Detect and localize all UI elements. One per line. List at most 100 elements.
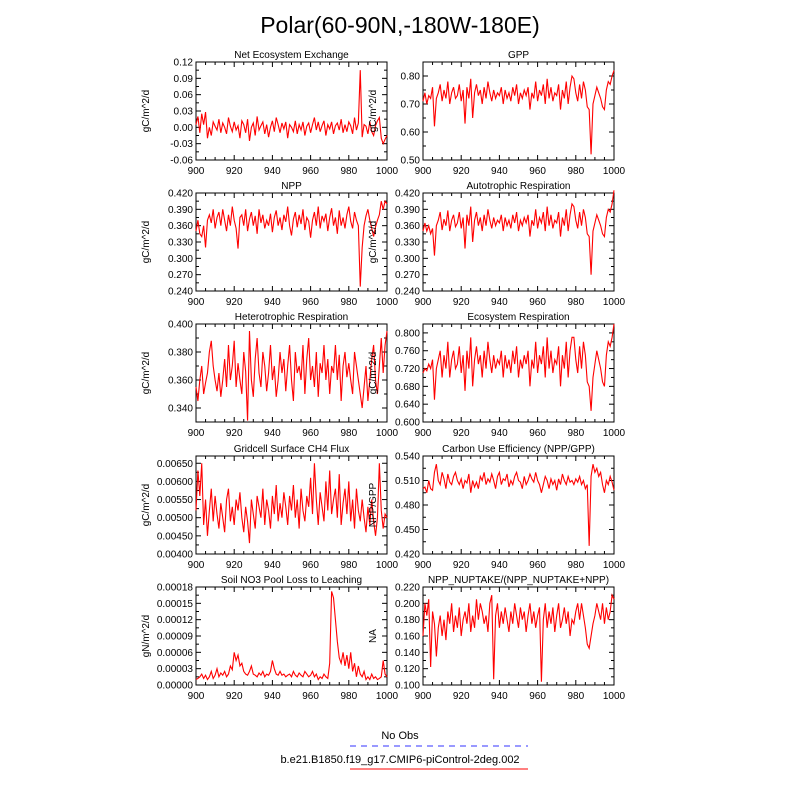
x-tick-label: 980 [340,297,357,308]
y-tick-label: 0.240 [395,287,420,298]
x-tick-label: 920 [453,297,470,308]
y-tick-label: 0.03 [174,107,194,118]
y-axis-label: NA [368,629,379,643]
y-tick-label: 0.50 [401,156,421,167]
y-tick-label: 0.800 [395,328,420,339]
x-axis: 900 920 940 960 980 1000 [188,62,399,177]
series-line [422,464,615,546]
x-tick-label: 980 [340,166,357,177]
y-tick-label: 0.120 [395,664,420,675]
y-tick-label: 0.00400 [157,550,194,561]
y-tick-label: 0.06 [174,90,194,101]
y-tick-label: 0.100 [395,681,420,692]
y-tick-label: 0.420 [168,189,193,200]
y-tick-label: 0.00450 [157,531,194,542]
y-tick-label: 0.00500 [157,513,194,524]
x-tick-label: 960 [529,560,546,571]
y-axis-label: gN/m^2/d [141,615,152,658]
y-tick-label: 0.00009 [157,632,194,643]
y-axis: 0.100 0.120 0.140 0.160 0.180 0.200 0.220 [395,583,614,692]
x-tick-label: 940 [491,166,508,177]
y-tick-label: 0.300 [168,254,193,265]
x-axis: 900 920 940 960 980 1000 [415,456,626,571]
x-tick-label: 900 [415,166,432,177]
x-tick-label: 940 [491,428,508,439]
y-axis: 0.00000 0.00003 0.00006 0.00009 0.00012 0.000… [157,583,387,692]
x-tick-label: 940 [491,691,508,702]
y-tick-label: 0.200 [395,599,420,610]
y-tick-label: 0.270 [395,270,420,281]
x-tick-label: 900 [415,428,432,439]
y-tick-label: 0.00600 [157,477,194,488]
x-tick-label: 960 [302,166,319,177]
y-tick-label: 0.240 [168,287,193,298]
y-tick-label: 0.450 [395,525,420,536]
y-tick-label: 0.360 [168,221,193,232]
y-tick-label: 0.00015 [157,599,194,610]
panel-title: Soil NO3 Pool Loss to Leaching [221,575,362,586]
x-tick-label: 980 [340,428,357,439]
x-axis: 900 920 940 960 980 1000 [415,62,626,177]
y-tick-label: 0.70 [401,100,421,111]
x-tick-label: 920 [226,691,243,702]
panel-title: Carbon Use Efficiency (NPP/GPP) [442,444,595,455]
x-tick-label: 920 [226,297,243,308]
x-tick-label: 940 [264,166,281,177]
y-axis: 0.50 0.60 0.70 0.80 [401,72,614,167]
y-tick-label: 0.00 [174,123,194,134]
y-tick-label: 0.60 [401,128,421,139]
y-axis-label: gC/m^2/d [141,352,152,395]
series-line [195,330,388,421]
x-tick-label: 940 [264,560,281,571]
series-line [422,70,615,155]
x-tick-label: 900 [188,560,205,571]
y-tick-label: 0.80 [401,72,421,83]
x-tick-label: 980 [567,428,584,439]
panel-title: NPP_NUPTAKE/(NPP_NUPTAKE+NPP) [428,575,609,586]
panel-9: Soil NO3 Pool Loss to Leaching 900 920 940 9… [141,575,399,702]
x-tick-label: 900 [188,691,205,702]
x-axis: 900 920 940 960 980 1000 [188,324,399,439]
y-tick-label: -0.06 [170,156,193,167]
y-axis-label: gC/m^2/d [368,352,379,395]
panel-3: NPP 900 920 940 960 980 1000 0.240 0.270 0.300 0.3… [141,181,399,308]
x-tick-label: 940 [264,297,281,308]
plot-frame [422,455,615,555]
panel-1: Net Ecosystem Exchange 900 920 940 960 980 100… [141,50,399,177]
x-tick-label: 980 [567,166,584,177]
x-tick-label: 980 [567,560,584,571]
x-tick-label: 900 [415,297,432,308]
x-tick-label: 920 [453,428,470,439]
x-tick-label: 920 [226,560,243,571]
y-tick-label: 0.00012 [157,615,194,626]
panel-5: Heterotrophic Respiration 900 920 940 960 980… [141,312,399,439]
y-tick-label: 0.12 [174,58,194,69]
series-line [195,70,388,146]
x-tick-label: 960 [302,428,319,439]
y-tick-label: 0.390 [168,205,193,216]
x-tick-label: 900 [188,428,205,439]
y-axis-label: gC/m^2/d [141,90,152,133]
y-tick-label: 0.00006 [157,648,194,659]
y-axis: 0.00400 0.00450 0.00500 0.00550 0.00600 0.006… [157,459,387,561]
y-tick-label: 0.00018 [157,583,194,594]
y-tick-label: 0.00003 [157,664,194,675]
panel-10: NPP_NUPTAKE/(NPP_NUPTAKE+NPP) 900 920 940 96… [368,575,626,702]
y-tick-label: 0.270 [168,270,193,281]
y-axis: 0.240 0.270 0.300 0.330 0.360 0.390 0.420 [395,189,614,298]
x-tick-label: 940 [264,691,281,702]
x-tick-label: 940 [264,428,281,439]
y-axis-label: gC/m^2/d [141,221,152,264]
y-tick-label: 0.720 [395,364,420,375]
figure-title: Polar(60-90N,-180W-180E) [260,12,540,38]
y-tick-label: 0.540 [395,452,420,463]
y-tick-label: 0.00650 [157,459,194,470]
x-tick-label: 1000 [603,297,626,308]
y-tick-label: 0.760 [395,346,420,357]
x-tick-label: 980 [340,691,357,702]
y-tick-label: 0.420 [395,550,420,561]
series-line [422,593,615,682]
x-axis: 900 920 940 960 980 1000 [415,324,626,439]
y-tick-label: 0.00000 [157,681,194,692]
